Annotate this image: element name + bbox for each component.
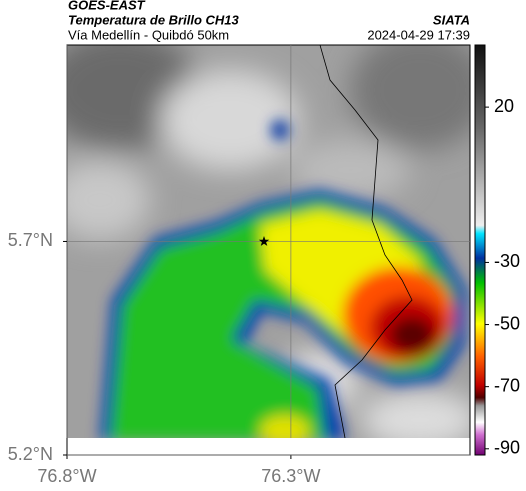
x-tick-label: 76.8°W: [37, 466, 96, 486]
timestamp: 2024-04-29 17:39: [367, 27, 470, 42]
colorbar-label: -50: [494, 313, 520, 333]
title: Temperatura de Brillo CH13: [68, 12, 240, 27]
source: GOES-EAST: [68, 0, 146, 12]
colorbar-label: -30: [494, 251, 520, 271]
colorbar-label: -70: [494, 375, 520, 395]
imagery: [67, 45, 470, 438]
x-tick-label: 76.3°W: [261, 466, 320, 486]
colorbar-label: -90: [494, 438, 520, 458]
credit: SIATA: [433, 12, 470, 27]
colorbar: [474, 44, 486, 456]
subtitle: Vía Medellín - Quibdó 50km: [68, 27, 229, 42]
location-marker: [258, 236, 270, 246]
y-tick-label: 5.2°N: [8, 444, 53, 464]
colorbar-label: 20: [494, 96, 514, 116]
y-tick-label: 5.7°N: [8, 230, 53, 250]
